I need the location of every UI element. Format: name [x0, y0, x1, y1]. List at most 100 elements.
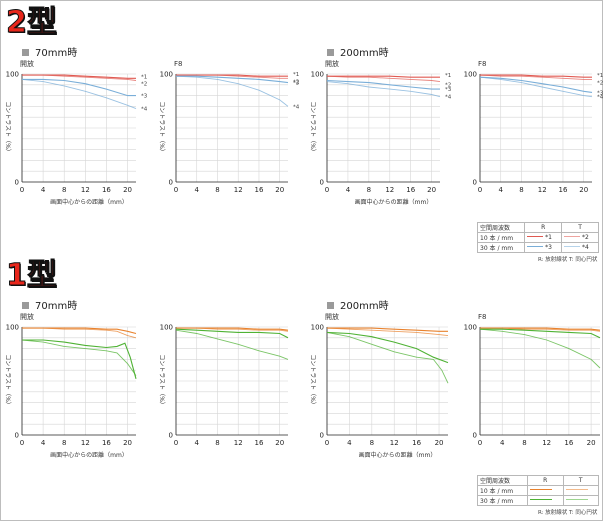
x-tick-label: 4: [347, 439, 352, 447]
series-line-5-3: [22, 339, 137, 379]
line-swatch: [564, 236, 581, 237]
series-line-4-2: [479, 74, 592, 80]
series-end-label: *3: [293, 81, 300, 87]
x-tick-label: 12: [81, 439, 90, 447]
x-tick-label: 12: [234, 439, 243, 447]
x-tick-label: 0: [478, 186, 482, 194]
y-tick-label: 0: [169, 432, 173, 440]
x-tick-label: 0: [20, 439, 24, 447]
y-tick-label: 100: [311, 71, 324, 79]
x-tick-label: 0: [174, 186, 178, 194]
series-line-3-4: [326, 81, 441, 98]
x-tick-label: 12: [81, 186, 90, 194]
legend-row-label: 10 本 / mm: [476, 232, 526, 243]
line-swatch: [565, 499, 588, 500]
x-tick-label: 12: [385, 186, 394, 194]
series-line-3-2: [326, 75, 441, 83]
x-tick-label: 4: [499, 186, 504, 194]
y-tick-label: 0: [15, 179, 19, 187]
series-end-label: *4: [445, 95, 452, 101]
line-swatch: [527, 236, 544, 237]
x-tick-label: 8: [215, 186, 219, 194]
series-end-label: *1: [597, 73, 603, 79]
legend-swatch-cell: [527, 485, 564, 496]
x-tick-label: 20: [579, 186, 588, 194]
series-line-2-4: [175, 75, 289, 107]
legend-swatch-label: *2: [582, 234, 589, 241]
type1-200mm-title: 200mm時: [327, 297, 389, 312]
x-tick-label: 20: [123, 439, 132, 447]
type2-legend-table: 空間周波数 R T 10 本 / mm *1 *2 30 本 / mm *3 *…: [476, 222, 599, 253]
series-end-label: *2: [445, 83, 451, 89]
x-tick-label: 16: [412, 439, 421, 447]
x-tick-label: 8: [522, 439, 526, 447]
series-line-7-2: [326, 327, 449, 337]
series-line-6-4: [175, 329, 289, 360]
x-tick-label: 16: [406, 186, 415, 194]
type1-70mm-title: 70mm時: [22, 297, 77, 312]
legend-row-30: 30 本 / mm *3 *4: [476, 242, 599, 253]
y-tick-label: 100: [464, 324, 477, 332]
legend-swatch-label: *3: [545, 244, 552, 251]
chart-subtitle: 開放: [20, 59, 34, 68]
x-tick-label: 0: [478, 439, 482, 447]
series-line-5-4: [21, 339, 137, 376]
y-axis-label: コントラスト（%）: [158, 354, 165, 408]
series-line-2-2: [176, 74, 288, 79]
square-bullet-icon: [22, 302, 29, 309]
legend-row-30: 30 本 / mm: [476, 495, 599, 506]
x-tick-label: 16: [564, 439, 573, 447]
series-end-label: *1: [445, 73, 451, 79]
chart-subtitle: F8: [478, 60, 486, 68]
y-tick-label: 0: [320, 179, 324, 187]
chart-subtitle: F8: [478, 313, 486, 321]
line-swatch: [530, 489, 553, 490]
series-line-1-2: [22, 74, 137, 81]
square-bullet-icon: [327, 49, 334, 56]
x-tick-label: 16: [255, 439, 264, 447]
x-tick-label: 16: [559, 186, 568, 194]
type1-legend-note: R: 放射線状 T: 同心円状: [538, 510, 598, 516]
y-tick-label: 100: [464, 71, 477, 79]
legend-swatch-label: *4: [582, 244, 589, 251]
series-end-label: *2: [597, 80, 603, 86]
x-tick-label: 4: [195, 186, 200, 194]
series-end-label: *3: [141, 94, 148, 100]
series-end-label: *1: [141, 74, 147, 80]
type2-200mm-title: 200mm時: [327, 44, 389, 59]
series-end-label: *4: [141, 107, 148, 113]
series-line-1-3: [22, 78, 136, 97]
x-tick-label: 4: [346, 186, 351, 194]
series-line-7-4: [326, 331, 449, 384]
series-line-8-4: [479, 328, 601, 369]
legend-swatch-cell: [527, 495, 564, 506]
legend-swatch-cell: *1: [524, 232, 563, 243]
legend-row-label: 30 本 / mm: [476, 242, 526, 253]
chart-subtitle: F8: [174, 60, 182, 68]
y-axis-label: コントラスト（%）: [158, 101, 165, 155]
series-end-label: *2: [293, 79, 299, 85]
y-tick-label: 100: [6, 324, 19, 332]
legend-swatch-label: *1: [545, 234, 552, 241]
y-tick-label: 0: [320, 432, 324, 440]
legend-swatch-cell: *2: [561, 232, 599, 243]
series-line-4-1: [480, 74, 592, 78]
series-line-3-1: [327, 75, 440, 78]
y-tick-label: 0: [169, 179, 173, 187]
type2-legend-note: R: 放射線状 T: 同心円状: [538, 257, 598, 263]
x-axis-label: 画面中心からの距離（mm）: [355, 198, 433, 206]
x-tick-label: 0: [325, 439, 329, 447]
series-line-6-3: [175, 328, 289, 339]
type2-label: 2型: [6, 5, 58, 40]
legend-swatch-cell: *4: [561, 242, 599, 253]
series-line-3-3: [326, 79, 440, 90]
series-end-label: *4: [597, 95, 604, 101]
series-line-6-2: [176, 327, 289, 332]
series-end-label: *3: [597, 90, 604, 96]
y-tick-label: 0: [473, 432, 477, 440]
x-tick-label: 8: [370, 439, 374, 447]
type2-70mm-title: 70mm時: [22, 44, 77, 59]
legend-header-row: 空間周波数 R T: [476, 475, 599, 486]
